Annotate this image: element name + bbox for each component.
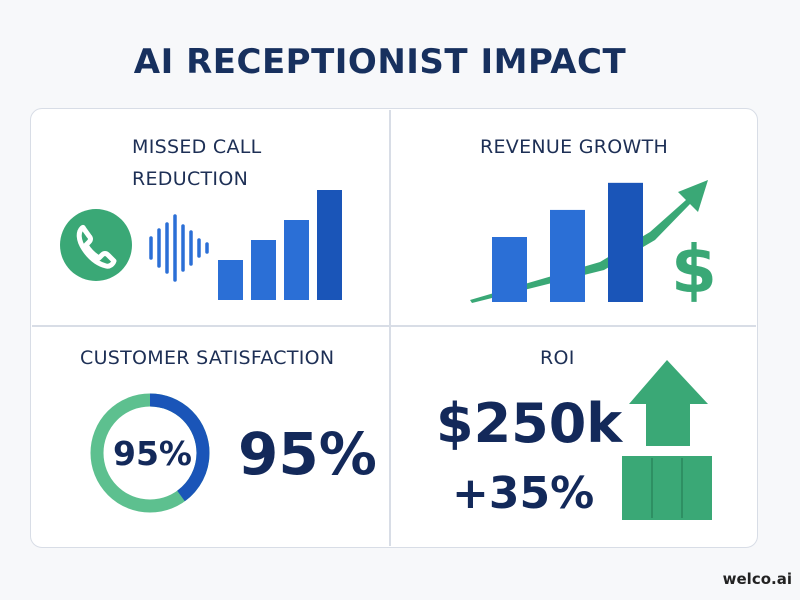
missed-call-bar-4	[317, 190, 342, 300]
missed-call-title-line1: MISSED CALL	[132, 136, 262, 158]
vertical-divider	[389, 110, 391, 546]
phone-icon	[60, 209, 132, 281]
sound-wave-icon	[149, 214, 209, 282]
roi-title: ROI	[540, 347, 575, 369]
roi-percent: +35%	[452, 468, 595, 519]
brand-logo: welco.ai	[722, 570, 792, 588]
customer-satisfaction-title: CUSTOMER SATISFACTION	[80, 347, 335, 369]
missed-call-bar-1	[218, 260, 243, 300]
up-arrow-icon	[629, 360, 708, 446]
satisfaction-big-value: 95%	[238, 420, 377, 488]
missed-call-bars	[218, 190, 342, 300]
revenue-bar-1	[492, 237, 527, 302]
satisfaction-ring-label: 95%	[113, 434, 192, 473]
money-stack-icon	[622, 456, 712, 520]
trend-arrow-icon	[470, 180, 708, 303]
missed-call-title-line2: REDUCTION	[132, 168, 249, 190]
missed-call-title: MISSED CALL REDUCTION	[132, 131, 262, 195]
satisfaction-ring	[90, 393, 210, 513]
revenue-bar-2	[550, 209, 585, 302]
revenue-growth-bars	[492, 182, 643, 302]
horizontal-divider	[32, 325, 756, 327]
revenue-bar-3	[608, 182, 643, 302]
satisfaction-ring-arc	[90, 393, 210, 513]
roi-amount: $250k	[436, 392, 623, 455]
dollar-icon: $	[671, 231, 717, 308]
page-title: AI RECEPTIONIST IMPACT	[133, 42, 627, 82]
svg-text:$: $	[671, 231, 717, 308]
missed-call-bar-2	[251, 240, 276, 300]
missed-call-bar-3	[284, 220, 309, 300]
revenue-growth-title: REVENUE GROWTH	[480, 136, 669, 158]
